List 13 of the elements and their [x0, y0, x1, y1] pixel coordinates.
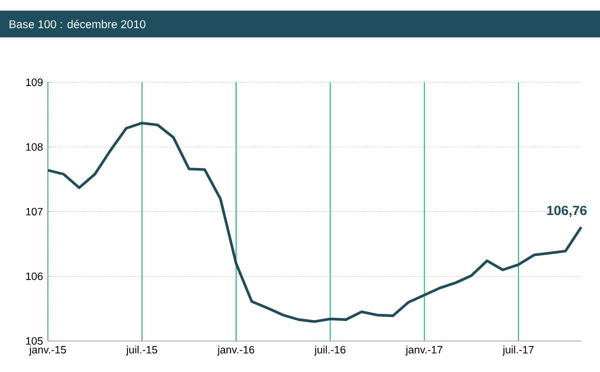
annotation: 106,76: [547, 206, 587, 218]
x-tick-label: janv.-16: [217, 346, 254, 356]
x-tick-label: janv.-17: [405, 346, 442, 356]
chart-title: Base 100 : décembre 2010: [10, 20, 146, 28]
x-tick-label: juil.-16: [314, 346, 346, 356]
y-tick-label: 109: [26, 78, 43, 86]
x-tick-label: janv.-15: [29, 346, 66, 356]
y-tick-label: 107: [26, 208, 43, 216]
x-tick-label: juil.-15: [126, 346, 158, 356]
y-tick-label: 105: [26, 337, 43, 345]
y-tick-label: 106: [26, 272, 43, 280]
x-tick-label: juil.-17: [502, 346, 534, 356]
y-tick-label: 108: [26, 143, 43, 151]
